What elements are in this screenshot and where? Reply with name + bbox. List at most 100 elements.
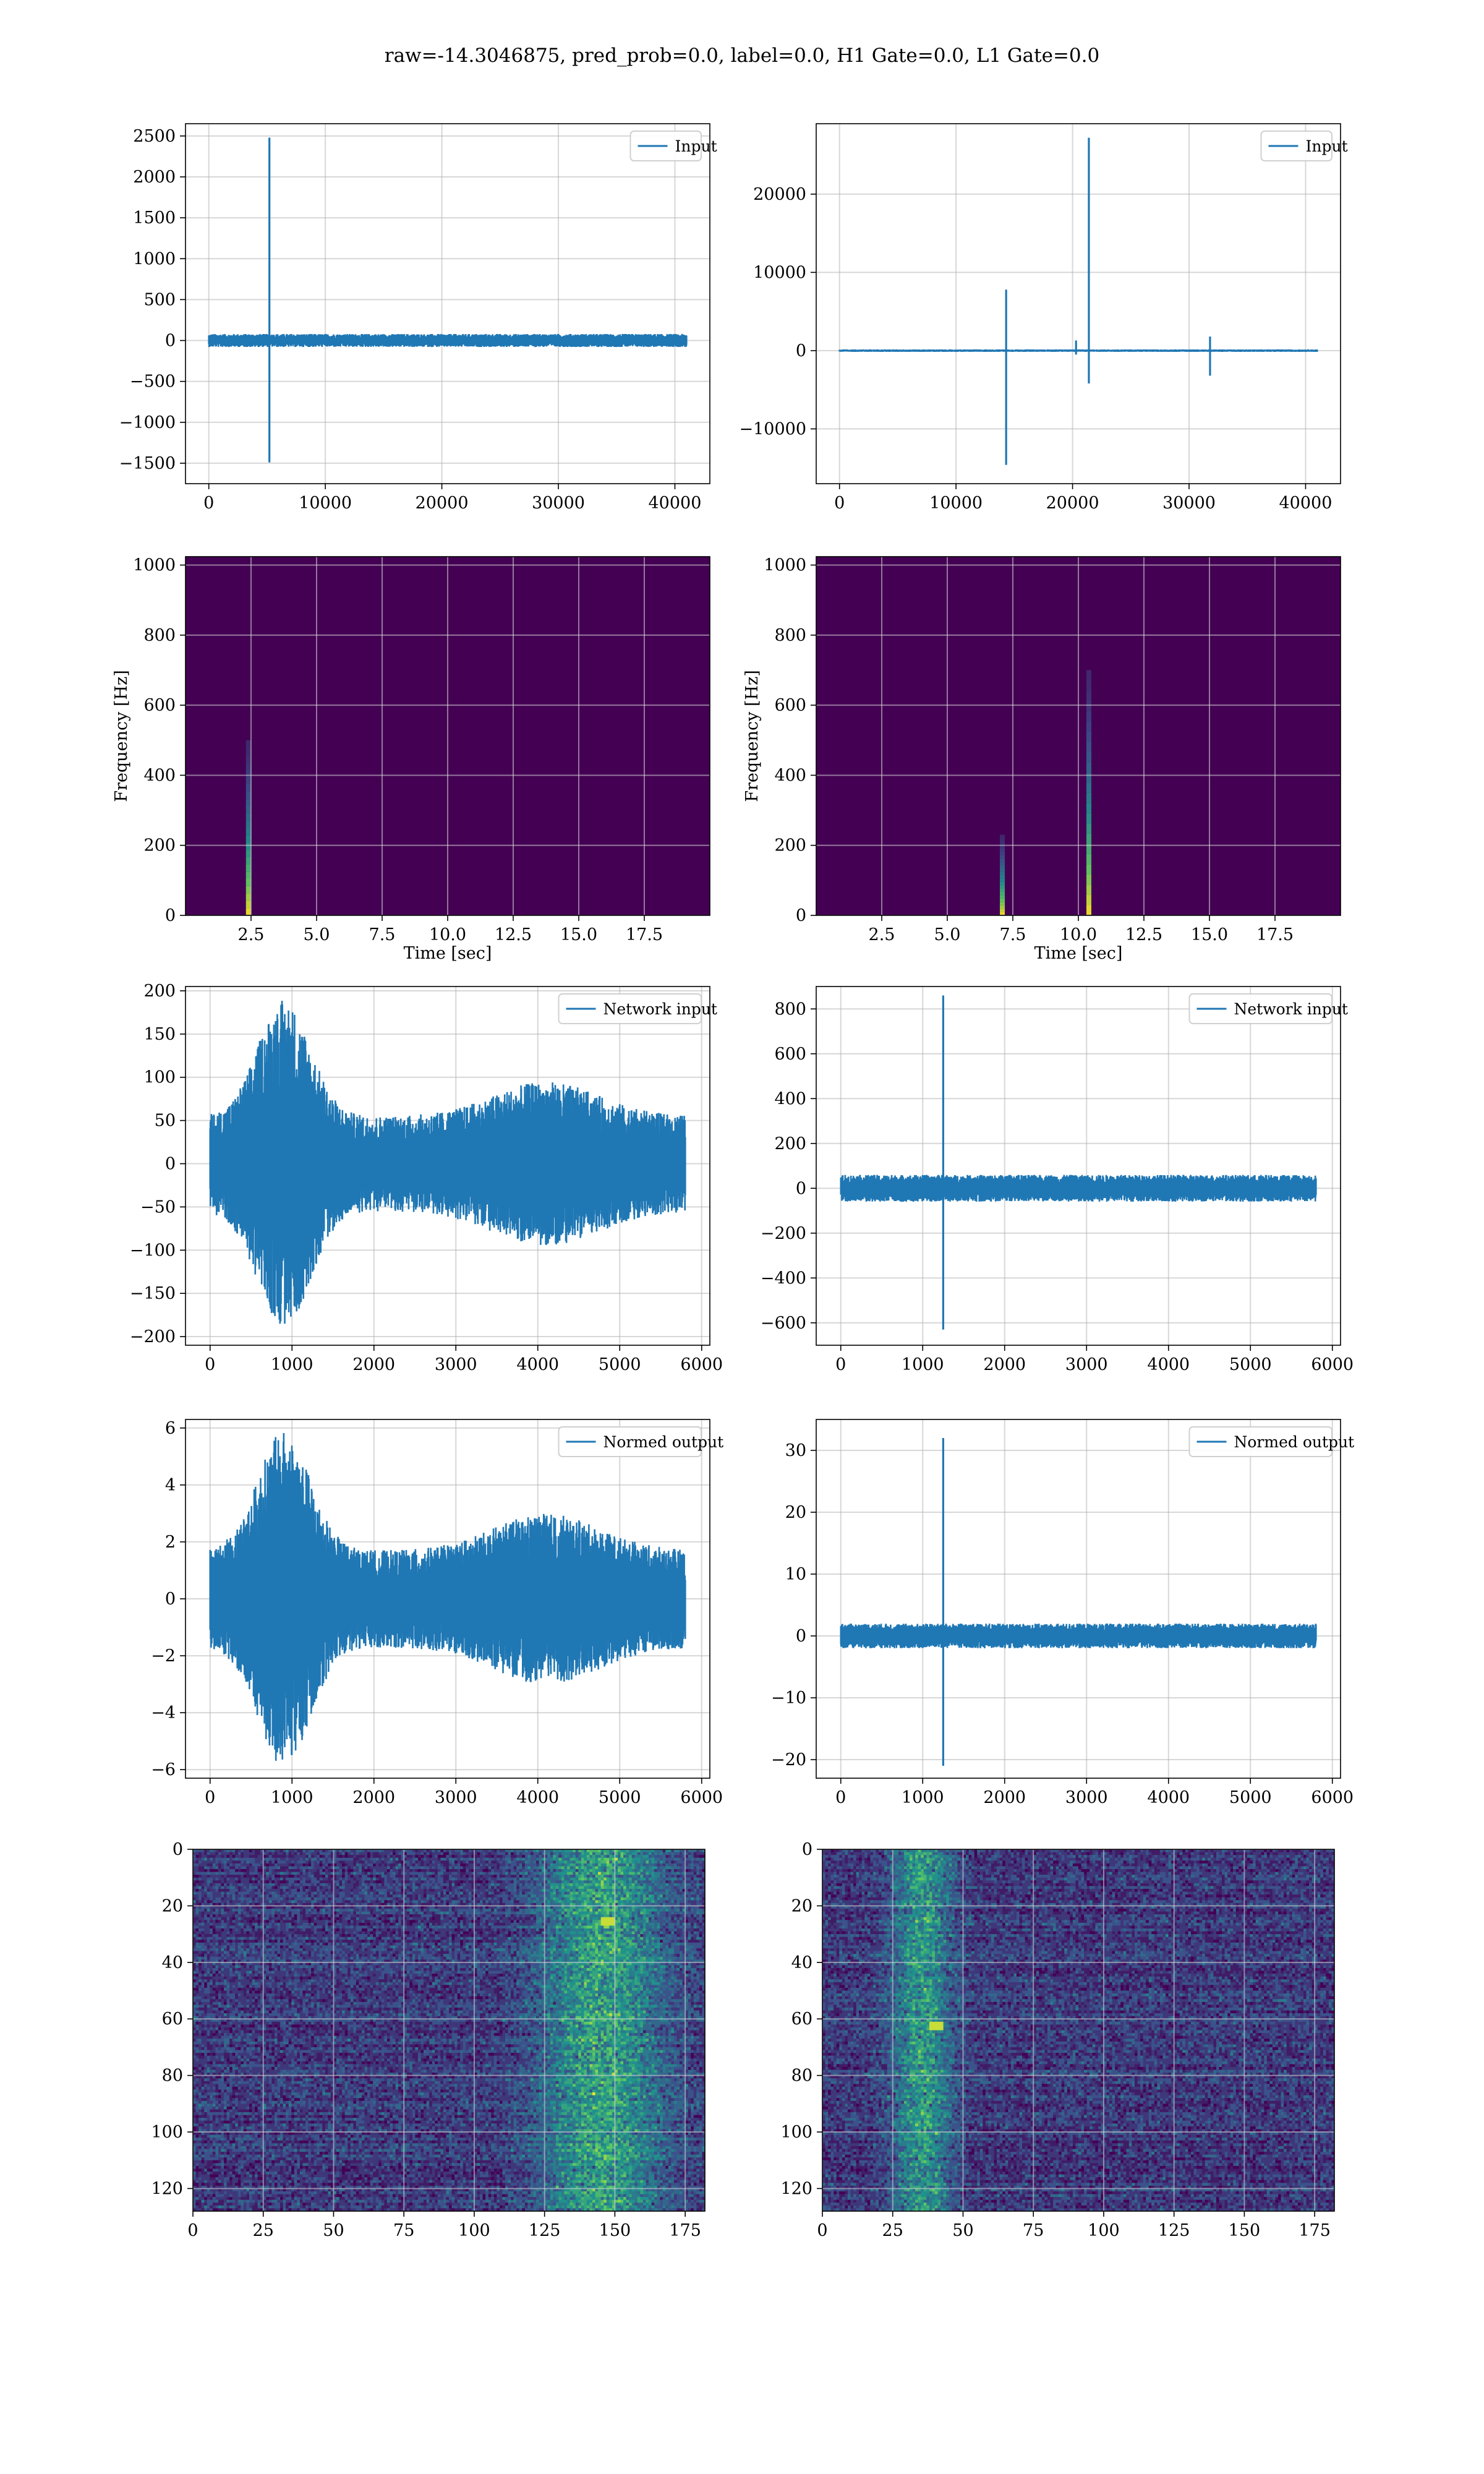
feature-cell bbox=[268, 1868, 272, 1873]
feature-cell bbox=[544, 1849, 553, 1853]
feature-cell bbox=[195, 1860, 199, 1864]
feature-cell bbox=[263, 1875, 267, 1878]
feature-cell bbox=[642, 1868, 647, 1873]
feature-cell bbox=[685, 1928, 694, 1932]
feature-cell bbox=[325, 1940, 328, 1943]
feature-cell bbox=[212, 1934, 219, 1938]
feature-cell bbox=[268, 1863, 275, 1867]
feature-cell bbox=[584, 1857, 587, 1861]
feature-cell bbox=[511, 1880, 514, 1884]
feature-cell bbox=[378, 1928, 382, 1932]
feature-cell bbox=[451, 1886, 458, 1890]
feature-cell bbox=[524, 1891, 528, 1895]
feature-cell bbox=[294, 1900, 297, 1904]
feature-cell bbox=[386, 1868, 391, 1873]
feature-cell bbox=[221, 1849, 224, 1853]
feature-cell bbox=[235, 1940, 241, 1943]
feature-cell bbox=[457, 1920, 461, 1924]
feature-cell bbox=[353, 1891, 360, 1895]
y-tick-label: 2000 bbox=[133, 168, 176, 187]
feature-cell bbox=[297, 1908, 301, 1912]
y-tick-label: −50 bbox=[140, 1197, 176, 1217]
feature-cell bbox=[271, 1908, 275, 1912]
feature-cell bbox=[524, 1920, 537, 1924]
feature-cell bbox=[646, 1906, 652, 1909]
feature-cell bbox=[302, 1906, 312, 1909]
feature-cell bbox=[584, 1917, 587, 1920]
feature-cell bbox=[297, 1872, 301, 1875]
feature-cell bbox=[218, 1863, 222, 1867]
feature-cell bbox=[555, 1928, 560, 1932]
feature-cell bbox=[544, 1940, 548, 1943]
feature-cell bbox=[511, 1922, 520, 1926]
feature-cell bbox=[412, 1857, 416, 1861]
feature-cell bbox=[198, 1888, 205, 1893]
feature-cell bbox=[676, 1908, 680, 1912]
feature-cell bbox=[390, 1917, 393, 1920]
feature-cell bbox=[440, 1883, 450, 1887]
feature-cell bbox=[569, 1917, 573, 1920]
y-axis-label: Frequency [Hz] bbox=[743, 670, 762, 802]
feature-cell bbox=[511, 1849, 514, 1853]
feature-cell bbox=[502, 1934, 506, 1938]
feature-cell bbox=[544, 1883, 551, 1887]
feature-cell bbox=[575, 1914, 582, 1918]
feature-cell bbox=[420, 1914, 433, 1918]
spectrogram-event-cell bbox=[1086, 905, 1091, 915]
spectrogram-event-cell bbox=[1086, 782, 1091, 793]
feature-cell bbox=[606, 1891, 610, 1895]
feature-cell bbox=[485, 1894, 495, 1898]
feature-cell bbox=[417, 1877, 422, 1881]
feature-cell bbox=[271, 1906, 275, 1909]
feature-cell bbox=[527, 1857, 531, 1861]
feature-cell bbox=[348, 1934, 351, 1938]
feature-cell bbox=[375, 1917, 379, 1920]
feature-cell bbox=[688, 1931, 691, 1935]
feature-cell bbox=[626, 1888, 629, 1893]
feature-cell bbox=[654, 1925, 658, 1929]
feature-cell bbox=[302, 1900, 306, 1904]
feature-cell bbox=[218, 1866, 222, 1870]
feature-cell bbox=[688, 1855, 691, 1859]
feature-cell bbox=[446, 1903, 450, 1907]
feature-cell bbox=[215, 1908, 219, 1912]
feature-cell bbox=[474, 1888, 478, 1893]
feature-cell bbox=[412, 1866, 422, 1870]
feature-cell bbox=[395, 1940, 402, 1943]
feature-cell bbox=[390, 1883, 393, 1887]
feature-cell bbox=[581, 1937, 584, 1940]
feature-cell bbox=[268, 1880, 272, 1884]
feature-cell bbox=[359, 1911, 362, 1915]
feature-cell bbox=[474, 1897, 484, 1901]
feature-cell bbox=[364, 1906, 368, 1909]
y-tick-label: 1500 bbox=[133, 208, 176, 228]
feature-cell bbox=[491, 1877, 497, 1881]
feature-cell bbox=[435, 1855, 438, 1859]
feature-cell bbox=[547, 1875, 551, 1878]
feature-cell bbox=[344, 1880, 348, 1884]
feature-cell bbox=[474, 1852, 478, 1856]
feature-cell bbox=[224, 1863, 228, 1867]
feature-cell bbox=[426, 1891, 438, 1895]
feature-cell bbox=[589, 1897, 593, 1901]
feature-cell bbox=[668, 1855, 672, 1859]
feature-cell bbox=[623, 1911, 627, 1915]
feature-cell bbox=[277, 1925, 281, 1929]
feature-cell bbox=[207, 1888, 210, 1893]
feature-cell bbox=[699, 1891, 703, 1895]
feature-cell bbox=[702, 1860, 705, 1864]
feature-cell bbox=[232, 1908, 236, 1912]
feature-cell bbox=[294, 1894, 297, 1898]
feature-cell bbox=[634, 1937, 638, 1940]
feature-cell bbox=[460, 1886, 464, 1890]
feature-cell bbox=[485, 1906, 489, 1909]
feature-cell bbox=[370, 1931, 373, 1935]
feature-cell bbox=[249, 1911, 253, 1915]
feature-cell bbox=[356, 1852, 360, 1856]
feature-cell bbox=[437, 1872, 444, 1875]
feature-cell bbox=[550, 1872, 553, 1875]
feature-cell bbox=[237, 1903, 241, 1907]
feature-cell bbox=[615, 1917, 618, 1920]
feature-cell bbox=[317, 1937, 323, 1940]
feature-cell bbox=[412, 1888, 416, 1893]
